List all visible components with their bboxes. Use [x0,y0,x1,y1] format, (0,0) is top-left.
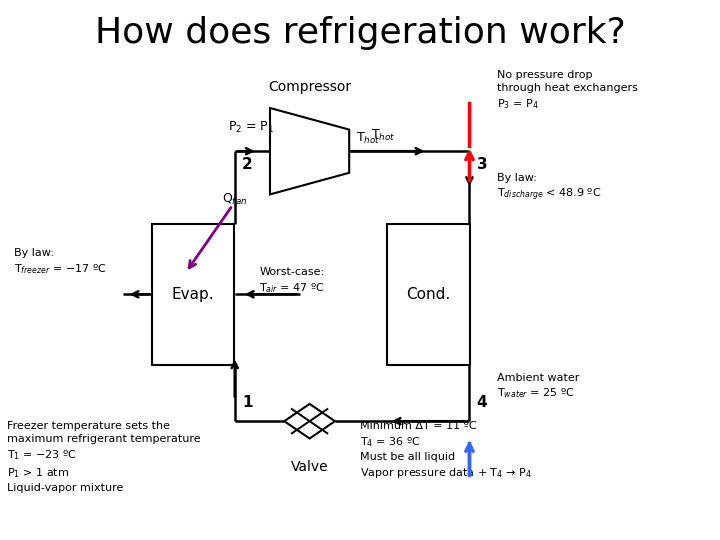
Text: How does refrigeration work?: How does refrigeration work? [94,16,626,50]
Text: Ambient water
T$_{water}$ = 25 ºC: Ambient water T$_{water}$ = 25 ºC [497,373,579,400]
Text: No pressure drop
through heat exchangers
P$_3$ = P$_4$: No pressure drop through heat exchangers… [497,70,638,111]
Text: 3: 3 [477,157,487,172]
Text: By law:
T$_{discharge}$ < 48.9 ºC: By law: T$_{discharge}$ < 48.9 ºC [497,173,601,204]
Text: Minimum ΔT = 11 ºC
T$_4$ = 36 ºC
Must be all liquid
Vapor pressure data + T$_4$ : Minimum ΔT = 11 ºC T$_4$ = 36 ºC Must be… [360,421,532,480]
Text: Worst-case:
T$_{air}$ = 47 ºC: Worst-case: T$_{air}$ = 47 ºC [259,267,325,295]
Text: Cond.: Cond. [406,287,451,302]
Text: Evap.: Evap. [171,287,215,302]
Text: By law:
T$_{freezer}$ = −17 ºC: By law: T$_{freezer}$ = −17 ºC [14,248,107,276]
Text: 4: 4 [477,395,487,410]
Text: 1: 1 [242,395,253,410]
Text: Freezer temperature sets the
maximum refrigerant temperature
T$_1$ = −23 ºC
P$_1: Freezer temperature sets the maximum ref… [7,421,201,493]
Text: T$_{hot}$: T$_{hot}$ [371,128,395,143]
Text: Compressor: Compressor [268,80,351,94]
Polygon shape [284,404,335,438]
Text: T$_{hot}$: T$_{hot}$ [356,131,381,146]
Text: Valve: Valve [291,460,328,474]
Bar [152,224,235,364]
Bar [387,224,470,364]
Text: P$_2$ = P$_1$: P$_2$ = P$_1$ [228,120,274,135]
Polygon shape [270,108,349,194]
Text: Q$_{fan}$: Q$_{fan}$ [222,192,247,207]
Text: 2: 2 [242,157,253,172]
